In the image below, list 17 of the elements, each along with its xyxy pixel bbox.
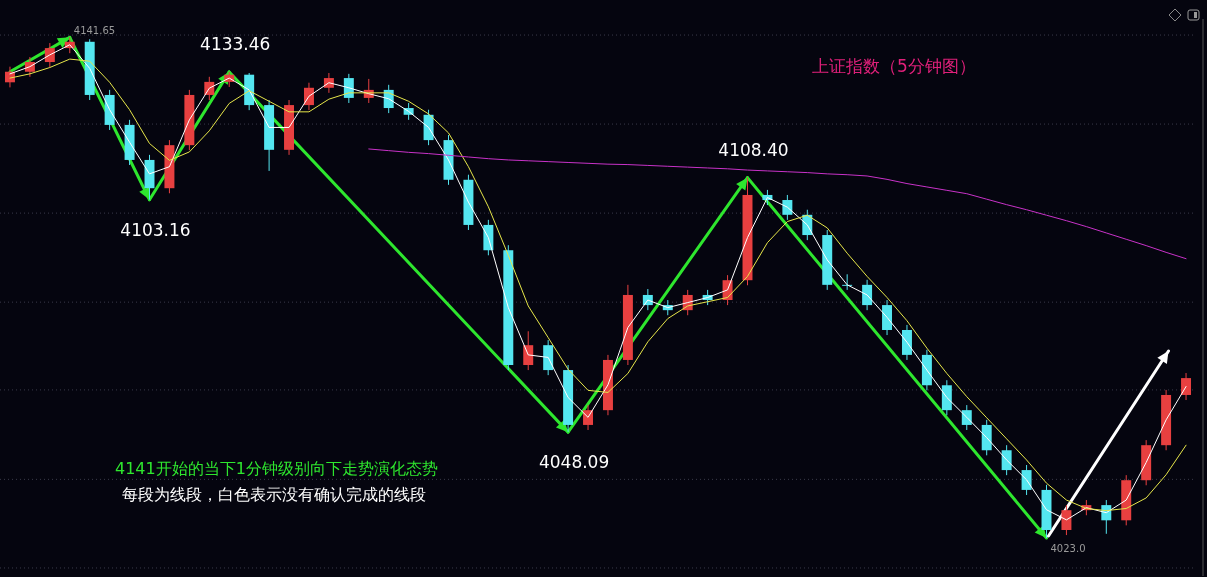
- annotation: 4103.16: [120, 219, 191, 240]
- candlestick: [1001, 444, 1012, 476]
- candlestick: [1061, 504, 1072, 536]
- candlestick: [1021, 464, 1032, 496]
- candlestick: [862, 279, 873, 311]
- text: 上证指数（5分钟图）: [812, 56, 976, 76]
- annotation: 4023.0: [1050, 543, 1086, 555]
- annotation: 4048.09: [538, 452, 610, 473]
- candlestick: [782, 194, 793, 221]
- annotation: 4133.46: [200, 33, 271, 54]
- annotation: 4141.65: [73, 25, 116, 37]
- annotation: 4141开始的当下1分钟级别向下走势演化态势: [115, 459, 438, 478]
- candlestick: [523, 330, 534, 371]
- candlestick: [1181, 372, 1192, 401]
- annotation: 4108.40: [718, 139, 789, 160]
- candlestick: [44, 42, 55, 68]
- annotation: 每段为线段，白色表示没有确认完成的线段: [122, 485, 426, 504]
